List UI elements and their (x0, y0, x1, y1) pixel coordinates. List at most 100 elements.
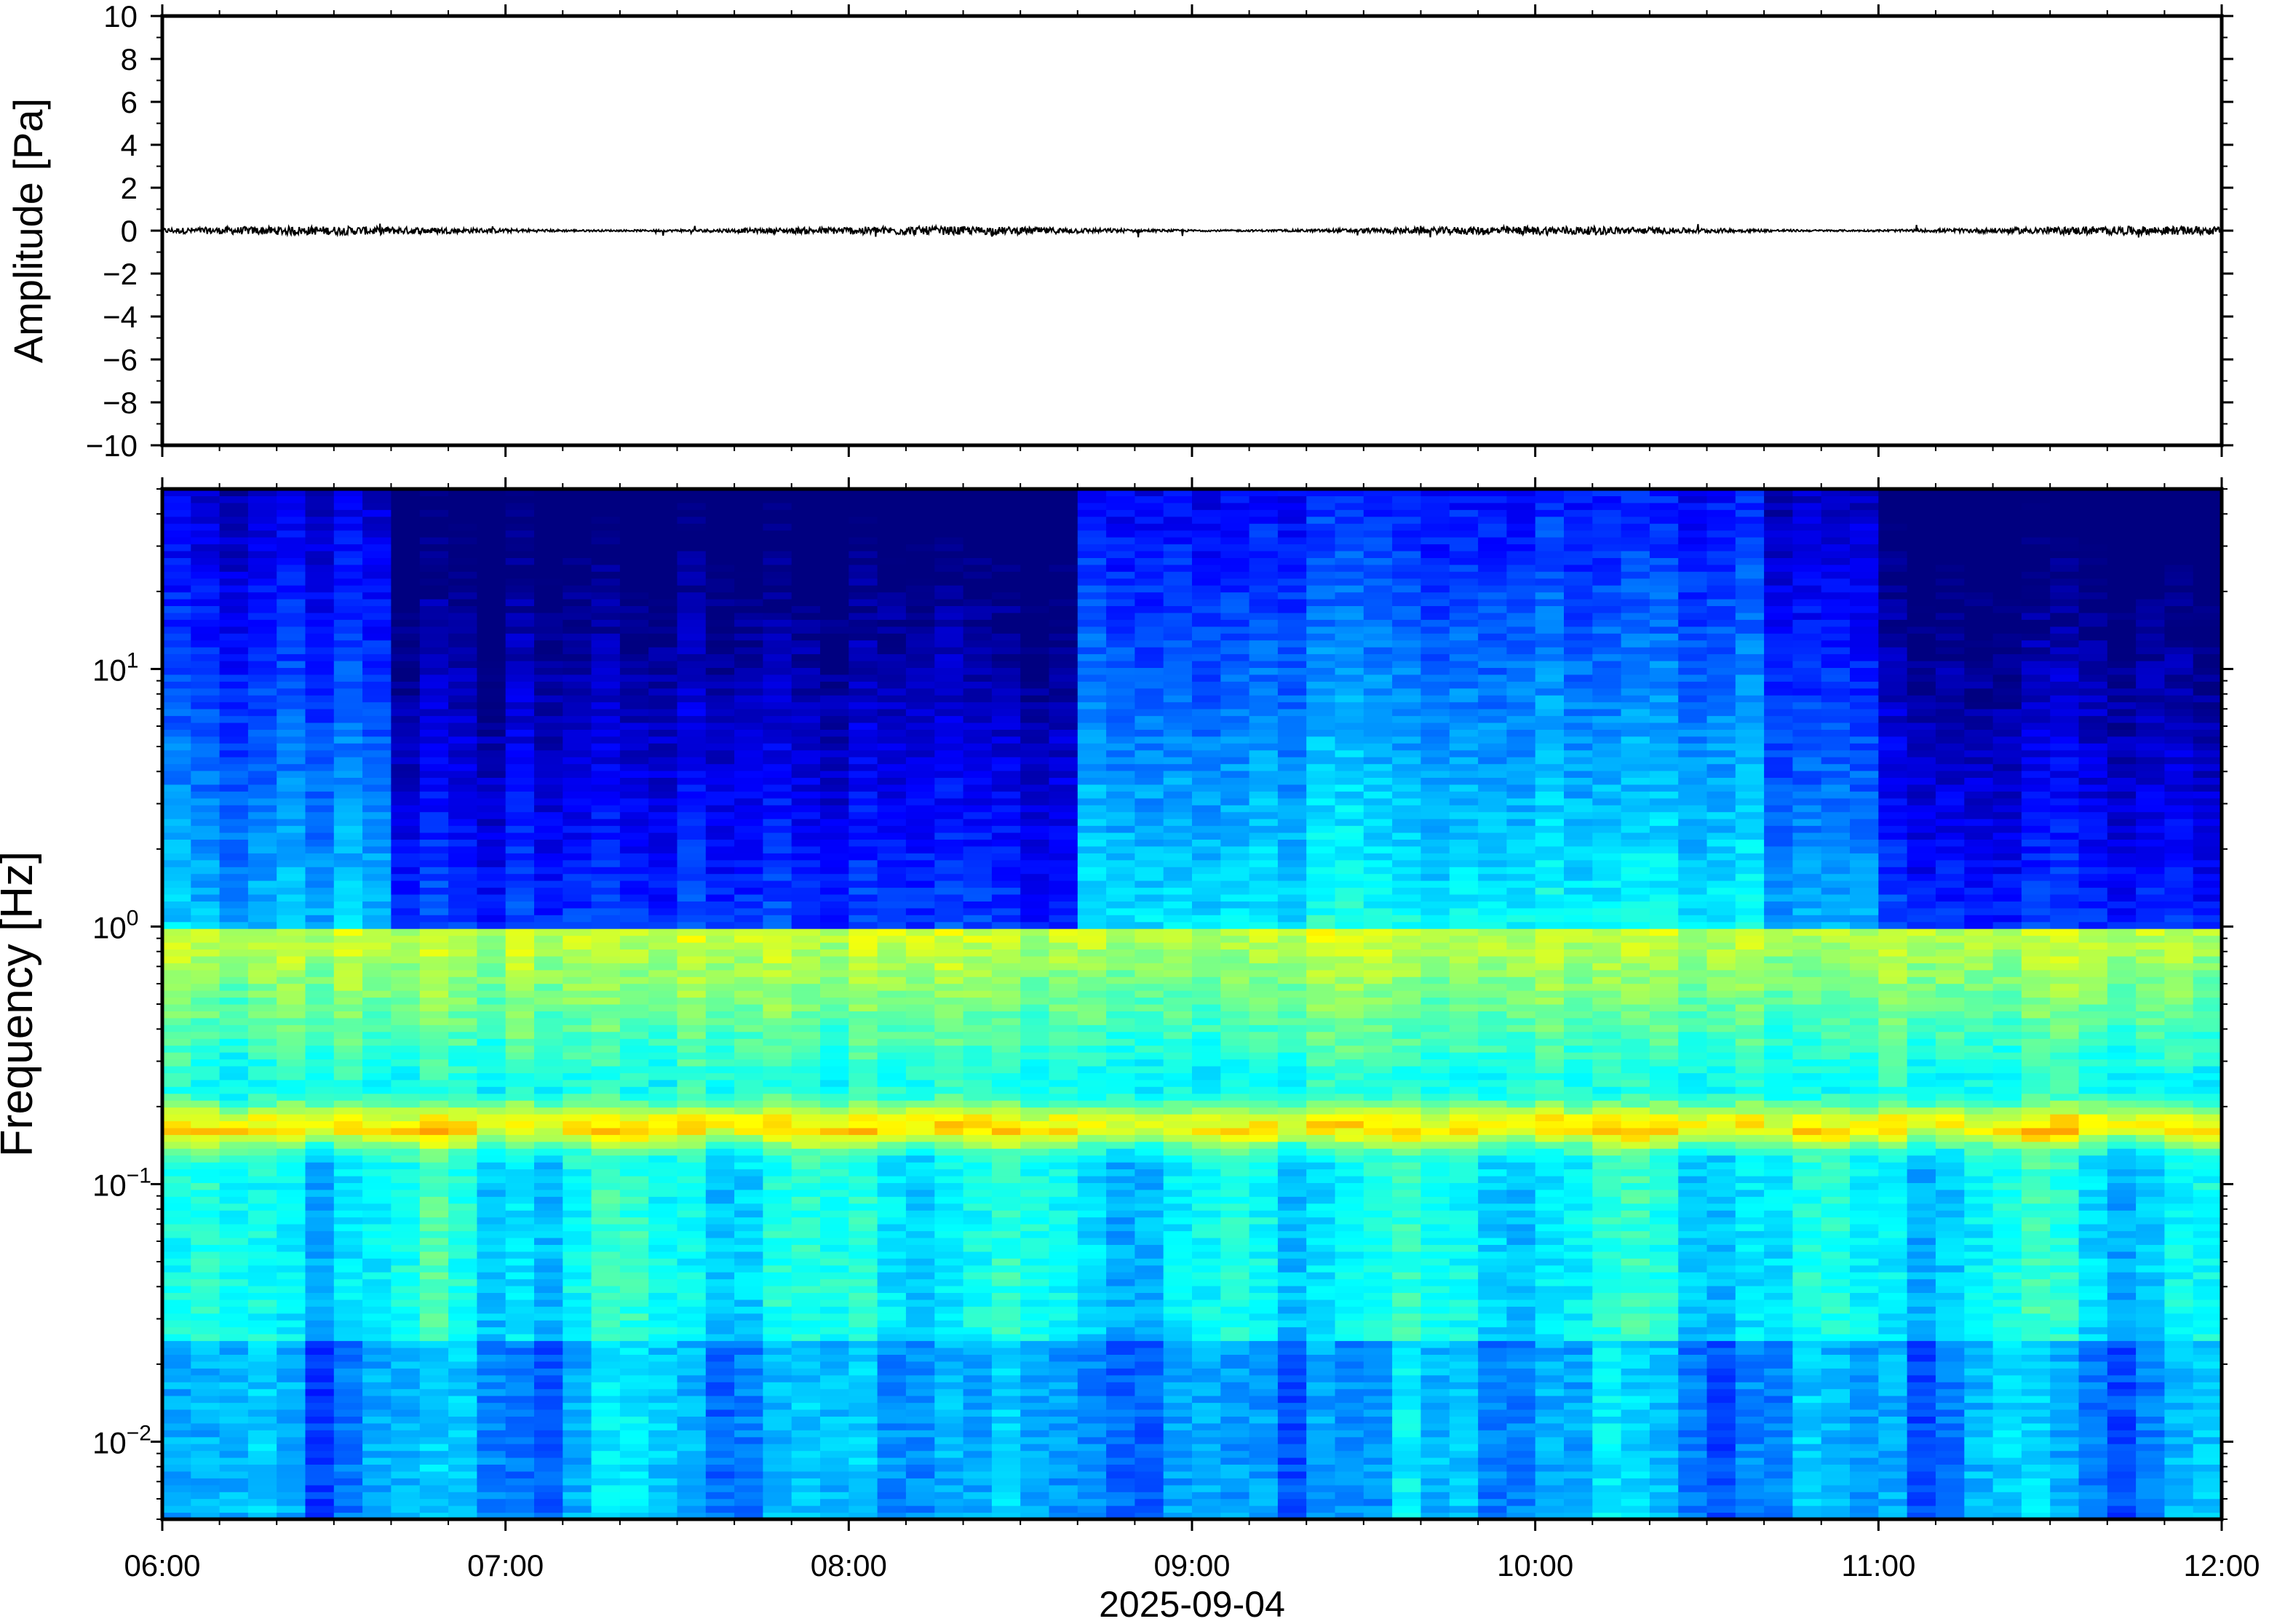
spectrogram-cell (991, 791, 1021, 799)
spectrogram-cell (247, 715, 277, 723)
spectrogram-cell (677, 1238, 707, 1245)
spectrogram-cell (477, 1031, 506, 1039)
spectrogram-cell (991, 907, 1021, 915)
spectrogram-cell (791, 1272, 821, 1280)
spectrogram-cell (277, 1484, 306, 1492)
spectrogram-cell (1049, 1017, 1078, 1025)
spectrogram-cell (677, 564, 707, 572)
spectrogram-cell (1020, 619, 1050, 627)
spectrogram-cell (534, 1079, 563, 1087)
spectrogram-cell (849, 544, 878, 552)
spectrogram-cell (247, 983, 277, 991)
spectrogram-cell (277, 1299, 306, 1307)
spectrogram-cell (734, 619, 763, 627)
spectrogram-cell (333, 1189, 363, 1197)
spectrogram-cell (534, 633, 563, 641)
spectrogram-cell (277, 489, 306, 496)
spectrogram-cell (277, 1498, 306, 1506)
spectrogram-cell (247, 963, 277, 971)
spectrogram-cell (791, 1210, 821, 1218)
spectrogram-cell (905, 1045, 935, 1053)
spectrogram-cell (991, 942, 1021, 950)
spectrogram-cell (391, 1024, 421, 1032)
spectrogram-cell (391, 592, 421, 600)
spectrogram-cell (763, 1196, 792, 1204)
spectrogram-cell (991, 1382, 1021, 1390)
spectrogram-cell (619, 791, 649, 799)
spectrogram-cell (791, 1230, 821, 1238)
spectrogram-cell (1020, 757, 1050, 765)
spectrogram-cell (419, 701, 449, 709)
spectrogram-cell (1049, 763, 1078, 771)
spectrogram-cell (677, 1093, 707, 1101)
spectrogram-cell (419, 1320, 449, 1328)
spectrogram-cell (419, 901, 449, 909)
spectrogram-cell (905, 949, 935, 957)
spectrogram-cell (247, 551, 277, 558)
spectrogram-cell (362, 715, 392, 723)
spectrogram-cell (191, 1505, 220, 1513)
spectrogram-cell (705, 845, 735, 853)
spectrogram-cell (591, 1286, 621, 1293)
spectrogram-cell (934, 1492, 964, 1500)
spectrogram-cell (991, 626, 1021, 634)
spectrogram-cell (677, 1258, 707, 1266)
spectrogram-cell (477, 1189, 506, 1197)
spectrogram-cell (591, 736, 621, 744)
spectrogram-cell (247, 825, 277, 833)
spectrogram-cell (534, 859, 563, 867)
spectrogram-cell (1049, 619, 1078, 627)
spectrogram-cell (1020, 647, 1050, 655)
spectrogram-cell (648, 942, 678, 950)
spectrogram-cell (362, 571, 392, 579)
spectrogram-cell (391, 1059, 421, 1067)
spectrogram-cell (763, 1230, 792, 1238)
spectrogram-cell (791, 894, 821, 901)
spectrogram-cell (247, 1374, 277, 1382)
spectrogram-cell (505, 544, 535, 552)
spectrogram-cell (677, 1134, 707, 1142)
spectrogram-cell (305, 1244, 335, 1252)
spectrogram-cell (849, 901, 878, 909)
spectrogram-cell (1020, 942, 1050, 950)
spectrogram-cell (791, 983, 821, 991)
spectrogram-cell (934, 915, 964, 923)
spectrogram-cell (905, 805, 935, 813)
spectrogram-cell (191, 1052, 220, 1060)
spectrogram-cell (247, 701, 277, 709)
spectrogram-cell (362, 1450, 392, 1458)
spectrogram-cell (1077, 1169, 1107, 1177)
spectrogram-cell (534, 1313, 563, 1321)
spectrogram-cell (791, 681, 821, 689)
spectrogram-cell (820, 530, 849, 538)
spectrogram-cell (419, 1258, 449, 1266)
spectrogram-cell (705, 1148, 735, 1156)
spectrogram-cell (677, 1396, 707, 1404)
spectrogram-cell (763, 1430, 792, 1438)
spectrogram-cell (391, 1066, 421, 1073)
spectrogram-cell (477, 1210, 506, 1218)
spectrogram-cell (505, 1031, 535, 1039)
spectrogram-cell (877, 1313, 907, 1321)
spectrogram-cell (648, 1512, 678, 1520)
spectrogram-cell (563, 571, 592, 579)
spectrogram-cell (162, 523, 191, 531)
spectrogram-cell (191, 674, 220, 682)
spectrogram-cell (333, 1024, 363, 1032)
spectrogram-cell (963, 942, 993, 950)
spectrogram-cell (934, 1224, 964, 1232)
spectrogram-cell (534, 653, 563, 661)
spectrogram-cell (820, 1017, 849, 1025)
spectrogram-cell (849, 1189, 878, 1197)
spectrogram-cell (963, 1210, 993, 1218)
spectrogram-cell (1049, 1354, 1078, 1362)
spectrogram-cell (191, 935, 220, 943)
spectrogram-cell (734, 1470, 763, 1478)
spectrogram-cell (247, 1470, 277, 1478)
spectrogram-cell (963, 571, 993, 579)
spectrogram-cell (505, 1079, 535, 1087)
spectrogram-cell (934, 1278, 964, 1286)
spectrogram-cell (849, 1388, 878, 1396)
spectrogram-cell (934, 1176, 964, 1183)
spectrogram-cell (362, 605, 392, 613)
